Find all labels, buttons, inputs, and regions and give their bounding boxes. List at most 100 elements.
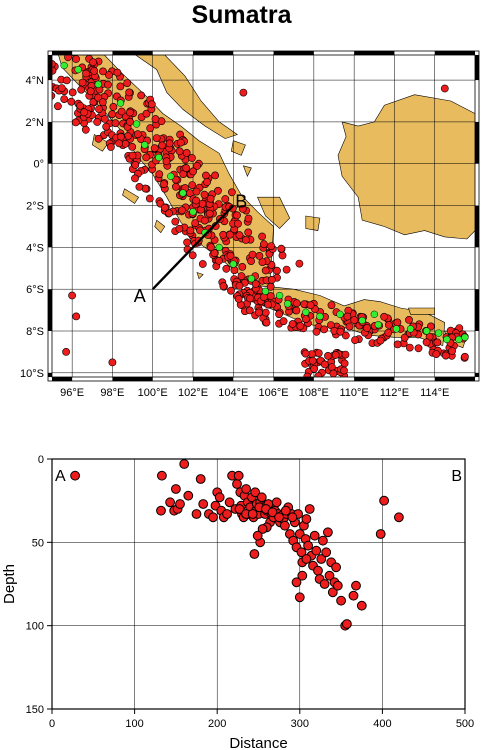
map-frame-bar [193,377,234,381]
depth-point [241,484,252,494]
earthquake-point [226,251,235,260]
earthquake-point [183,238,191,247]
volcano-point [370,310,378,318]
depth-point [171,484,181,494]
earthquake-point [137,91,146,100]
earthquake-point [160,203,169,212]
depth-point [375,529,386,539]
earthquake-point [162,157,171,166]
volcano-point [189,208,197,216]
earthquake-point [131,174,139,183]
earthquake-point [165,209,173,218]
earthquake-point [165,139,174,148]
earthquake-point [135,182,144,191]
map-frame-bar [48,121,52,164]
earthquake-point [340,366,348,375]
earthquake-point [254,308,263,317]
earthquake-point [303,372,312,377]
earthquake-point [121,139,130,148]
earthquake-point [188,181,197,189]
y-tick-label: 50 [32,537,44,549]
earthquake-point [80,34,87,41]
earthquake-point [146,124,155,133]
earthquake-point [100,115,109,123]
depth-point [313,565,323,576]
earthquake-point [235,281,244,290]
earthquake-point [76,101,85,110]
earthquake-point [282,265,291,274]
earthquake-point [159,180,168,188]
map-frame-bar [48,55,52,81]
earthquake-point [182,148,191,157]
earthquake-point [206,194,215,203]
earthquake-point [102,122,111,131]
depth-point [165,497,176,508]
earthquake-point [108,358,117,367]
borneo-land [337,94,475,240]
earthquake-point [343,312,352,321]
volcano-point [155,153,163,162]
earthquake-point [171,217,180,226]
earthquake-point [341,331,350,340]
earthquake-point [105,71,113,79]
volcano-point [261,287,270,295]
earthquake-point [245,306,254,315]
earthquake-point [219,282,228,291]
depth-profile-panel: 0 100 200 300 400 500 0 50 100 150 A B Distance Depth [1,454,474,750]
depth-point [351,580,361,591]
earthquake-point [193,162,201,170]
earthquake-point [175,147,184,156]
volcano-point [132,120,141,128]
volcano-point [284,300,292,308]
volcano-point [60,61,68,70]
map-lat-tick-label: 10°S [20,368,44,380]
figure-title: Sumatra [191,1,292,29]
earthquake-point [351,336,359,344]
earthquake-point [62,76,71,85]
earthquake-point [147,100,156,109]
earthquake-point [233,211,241,220]
map-lat-tick-label: 2°N [26,117,45,129]
map-lon-tick-label: 96°E [60,387,84,399]
madura-land [408,307,436,315]
earthquake-point [380,312,388,321]
volcano-point [316,312,324,321]
earthquake-point [93,118,102,126]
volcano-point [229,260,237,268]
earthquake-point [405,343,414,352]
volcano-point [141,141,149,149]
earthquake-point [448,347,456,355]
earthquake-point [207,243,215,252]
earthquake-point [247,257,255,265]
map-frame-bar [475,121,479,164]
map-lon-tick-label: 114°E [420,387,449,399]
depth-point [233,470,244,481]
depth-point [280,520,290,531]
map-lon-tick-label: 110°E [340,387,369,399]
earthquake-point [221,195,230,203]
earthquake-point [324,351,332,360]
earthquake-point [331,351,340,359]
earthquake-point [238,262,247,271]
earthquake-point [99,67,107,76]
depth-point [379,495,390,506]
earthquake-point [262,318,271,327]
earthquake-point [150,144,159,153]
earthquake-point [158,141,166,150]
earthquake-point [384,320,393,329]
depth-point [332,580,343,591]
map-lat-tick-label: 4°N [26,75,45,87]
earthquake-point [131,160,140,169]
volcano-point [443,335,451,344]
depth-point [301,514,312,524]
earthquake-point [191,219,200,227]
map-frame-bar [475,372,479,377]
earthquake-point [251,279,260,288]
x-tick-label: 200 [208,718,226,730]
earthquake-point [178,206,186,215]
volcano-point [423,327,431,335]
earthquake-point [113,68,122,77]
earthquake-point [211,171,219,180]
depth-point [287,512,298,523]
earthquake-point [108,110,116,119]
